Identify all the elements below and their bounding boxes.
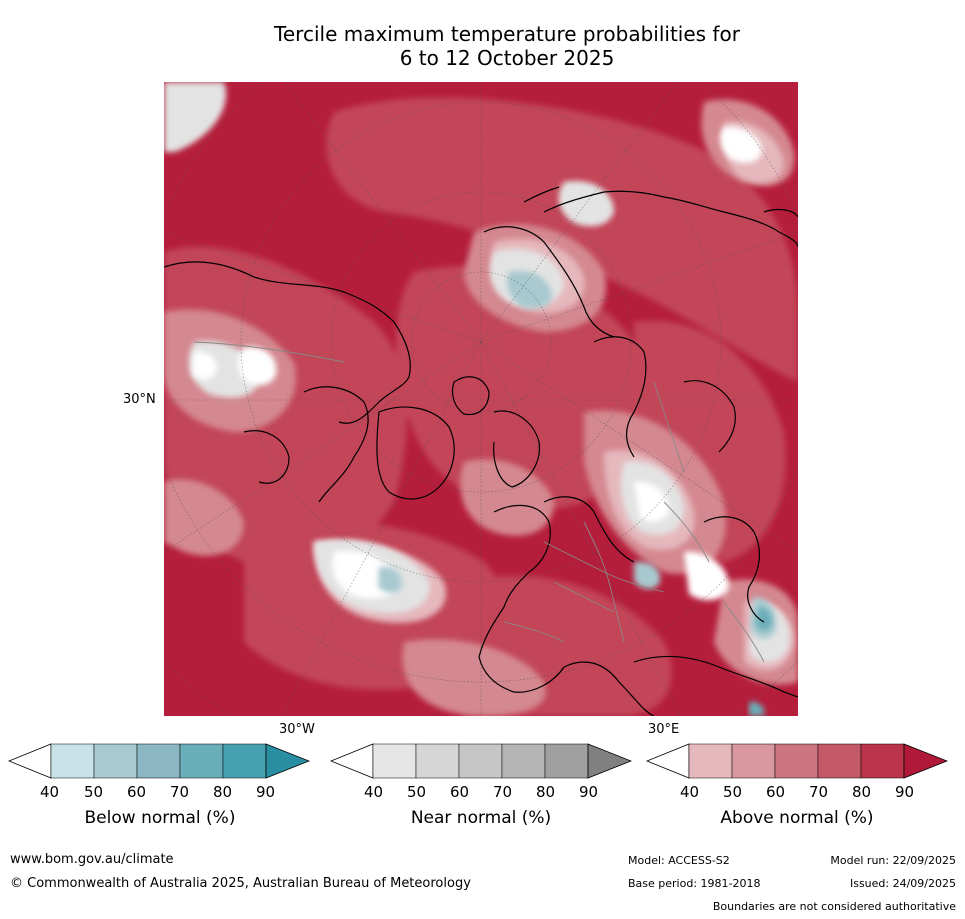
probability-map — [164, 82, 798, 716]
tick: 40 — [40, 783, 60, 801]
colorbar-segment — [179, 743, 224, 779]
tick: 90 — [895, 783, 915, 801]
colorbar-extend-high — [265, 743, 310, 779]
tick: 90 — [579, 783, 599, 801]
tick: 90 — [256, 783, 276, 801]
colorbar-segment — [688, 743, 733, 779]
tick: 60 — [766, 783, 786, 801]
colorbar-above-normal — [646, 743, 948, 779]
tick: 70 — [809, 783, 829, 801]
colorbar-below-ticks: 40 50 60 70 80 90 — [40, 783, 290, 803]
colorbar-segment — [222, 743, 267, 779]
tick: 40 — [364, 783, 384, 801]
lon-label-30w: 30°W — [279, 722, 315, 737]
colorbar-segment — [372, 743, 417, 779]
title-line-2: 6 to 12 October 2025 — [399, 46, 615, 70]
colorbar-above-label: Above normal (%) — [720, 808, 874, 828]
colorbar-near-normal — [330, 743, 632, 779]
colorbar-extend-low — [646, 743, 690, 779]
tick: 70 — [170, 783, 190, 801]
tick: 80 — [536, 783, 556, 801]
colorbar-extend-high — [587, 743, 632, 779]
colorbar-extend-low — [330, 743, 374, 779]
colorbar-segment — [415, 743, 460, 779]
footer-copyright: © Commonwealth of Australia 2025, Austra… — [10, 876, 471, 891]
tick: 50 — [84, 783, 104, 801]
footer-url[interactable]: www.bom.gov.au/climate — [10, 852, 174, 867]
colorbar-segment — [544, 743, 589, 779]
colorbar-extend-low — [8, 743, 52, 779]
footer-disclaimer: Boundaries are not considered authoritat… — [712, 900, 956, 913]
footer-base-period: Base period: 1981-2018 — [628, 877, 761, 890]
tick: 70 — [493, 783, 513, 801]
map-title: Tercile maximum temperature probabilitie… — [0, 22, 965, 70]
colorbar-segment — [50, 743, 95, 779]
lat-label-30n: 30°N — [123, 392, 156, 407]
tick: 60 — [450, 783, 470, 801]
colorbar-segment — [458, 743, 503, 779]
colorbar-segment — [817, 743, 862, 779]
footer-issued: Issued: 24/09/2025 — [849, 877, 956, 890]
tick: 50 — [723, 783, 743, 801]
footer-model: Model: ACCESS-S2 — [628, 854, 730, 867]
tick: 50 — [407, 783, 427, 801]
footer-model-run: Model run: 22/09/2025 — [830, 854, 956, 867]
lon-label-30e: 30°E — [648, 722, 680, 737]
colorbar-near-label: Near normal (%) — [410, 808, 552, 828]
tick: 60 — [127, 783, 147, 801]
colorbar-near-ticks: 40 50 60 70 80 90 — [364, 783, 614, 803]
colorbar-above-ticks: 40 50 60 70 80 90 — [680, 783, 930, 803]
title-line-1: Tercile maximum temperature probabilitie… — [274, 22, 740, 46]
tick: 80 — [852, 783, 872, 801]
colorbar-segment — [501, 743, 546, 779]
colorbar-segment — [774, 743, 819, 779]
colorbar-segment — [860, 743, 905, 779]
colorbar-segment — [731, 743, 776, 779]
tick: 40 — [680, 783, 700, 801]
colorbar-segment — [136, 743, 181, 779]
tick: 80 — [213, 783, 233, 801]
colorbar-segment — [93, 743, 138, 779]
colorbar-below-normal — [8, 743, 310, 779]
colorbar-below-label: Below normal (%) — [84, 808, 236, 828]
colorbar-extend-high — [903, 743, 948, 779]
